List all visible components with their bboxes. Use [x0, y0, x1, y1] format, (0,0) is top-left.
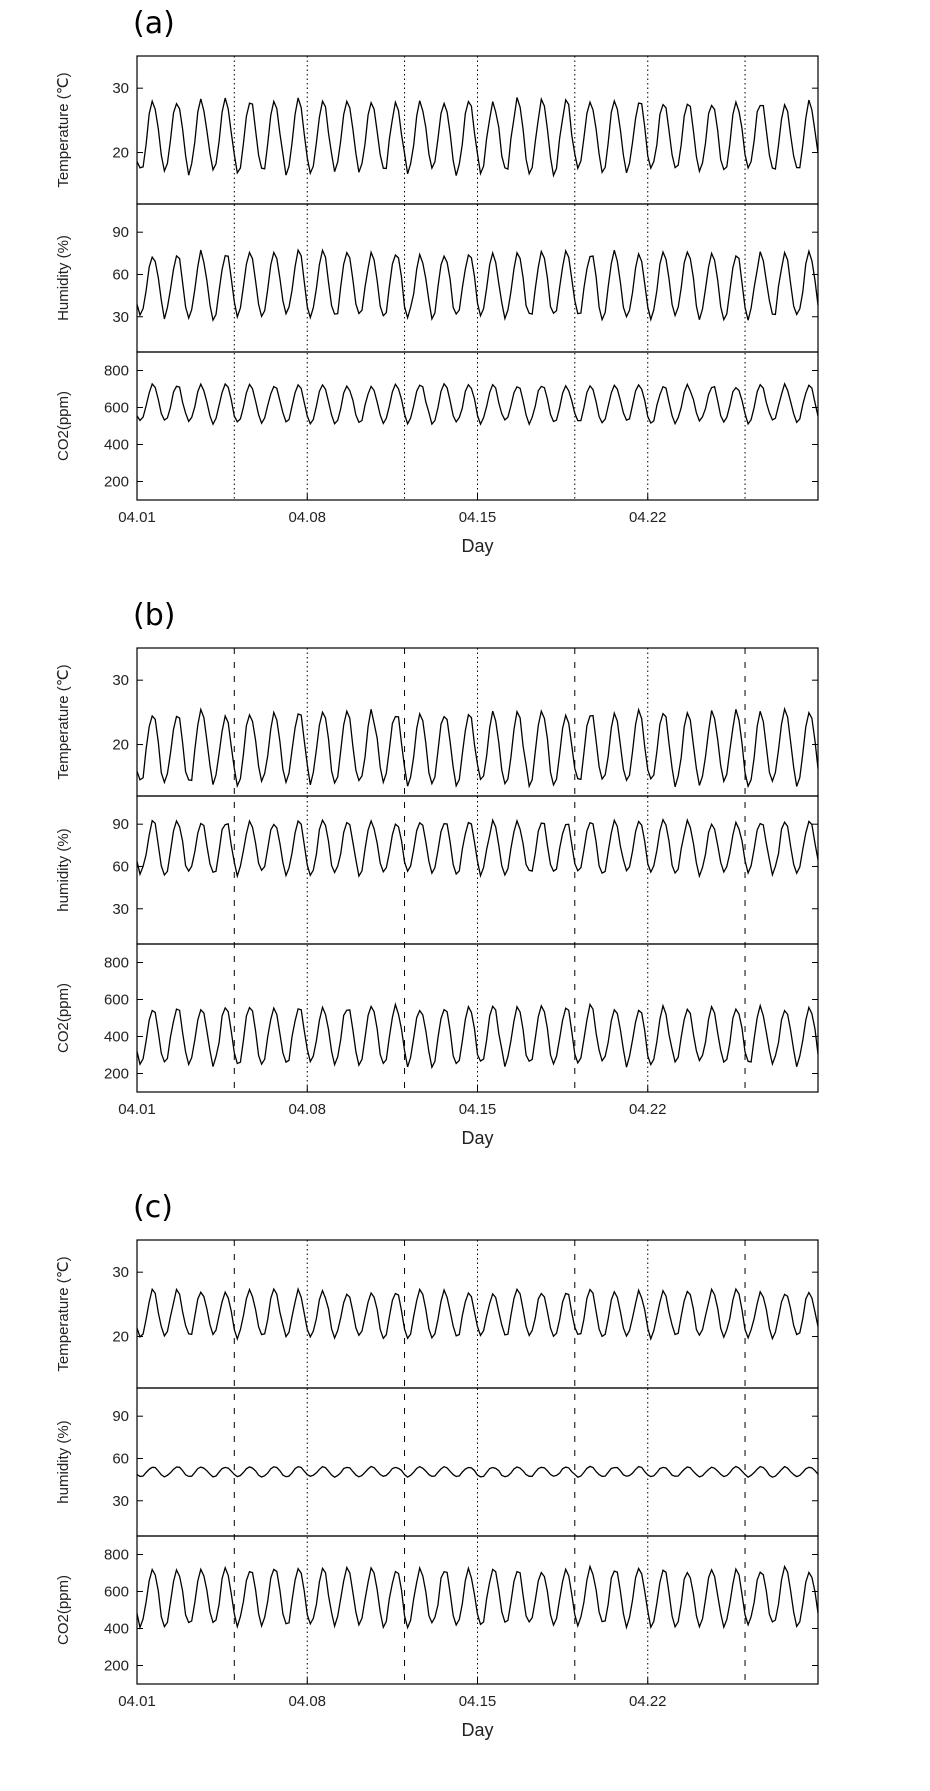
x-tick-label: 04.08: [288, 1693, 326, 1710]
y-tick-label: 400: [104, 1029, 129, 1046]
y-tick-label: 30: [112, 80, 129, 97]
panel-label-b: (b): [133, 598, 176, 633]
x-tick-label: 04.15: [459, 1693, 497, 1710]
y-axis-label: humidity (%): [55, 828, 72, 911]
series-line: [136, 818, 819, 879]
y-tick-label: 400: [104, 1621, 129, 1638]
y-tick-label: 200: [104, 1066, 129, 1083]
x-tick-label: 04.22: [629, 1693, 667, 1710]
x-axis-label: Day: [461, 536, 493, 556]
y-tick-label: 30: [112, 901, 129, 918]
y-tick-label: 30: [112, 309, 129, 326]
subplot-frame: [136, 1239, 819, 1389]
subplot-frame: [136, 55, 819, 205]
y-axis-label: Temperature (℃): [55, 72, 72, 187]
y-tick-label: 90: [112, 816, 129, 833]
x-tick-label: 04.22: [629, 509, 667, 526]
x-axis-label: Day: [461, 1720, 493, 1740]
y-tick-label: 20: [112, 145, 129, 162]
y-tick-label: 600: [104, 992, 129, 1009]
panel-label-a: (a): [133, 6, 175, 41]
y-tick-label: 90: [112, 1408, 129, 1425]
y-axis-label: CO2(ppm): [55, 983, 72, 1053]
y-tick-label: 600: [104, 1584, 129, 1601]
y-tick-label: 60: [112, 858, 129, 875]
x-axis-label: Day: [461, 1128, 493, 1148]
x-tick-label: 04.15: [459, 509, 497, 526]
series-line: [136, 1465, 819, 1479]
series-line: [136, 706, 819, 789]
panel-label-c: (c): [133, 1190, 173, 1225]
x-tick-label: 04.22: [629, 1101, 667, 1118]
y-tick-label: 200: [104, 1658, 129, 1675]
y-axis-label: humidity (%): [55, 1420, 72, 1503]
y-tick-label: 20: [112, 737, 129, 754]
x-tick-label: 04.01: [118, 1693, 156, 1710]
y-tick-label: 30: [112, 672, 129, 689]
y-axis-label: Humidity (%): [55, 235, 72, 321]
x-tick-label: 04.08: [288, 509, 326, 526]
series-line: [136, 381, 819, 427]
x-tick-label: 04.01: [118, 1101, 156, 1118]
x-tick-label: 04.15: [459, 1101, 497, 1118]
y-tick-label: 60: [112, 266, 129, 283]
y-axis-label: CO2(ppm): [55, 391, 72, 461]
y-tick-label: 90: [112, 224, 129, 241]
y-tick-label: 400: [104, 437, 129, 454]
y-tick-label: 20: [112, 1329, 129, 1346]
subplot-frame: [136, 647, 819, 797]
y-tick-label: 200: [104, 474, 129, 491]
y-tick-label: 30: [112, 1493, 129, 1510]
y-axis-label: CO2(ppm): [55, 1575, 72, 1645]
y-tick-label: 60: [112, 1450, 129, 1467]
series-line: [136, 1002, 819, 1070]
y-axis-label: Temperature (℃): [55, 664, 72, 779]
y-tick-label: 30: [112, 1264, 129, 1281]
series-line: [136, 248, 819, 323]
x-tick-label: 04.01: [118, 509, 156, 526]
x-tick-label: 04.08: [288, 1101, 326, 1118]
y-tick-label: 600: [104, 400, 129, 417]
y-tick-label: 800: [104, 955, 129, 972]
y-axis-label: Temperature (℃): [55, 1256, 72, 1371]
y-tick-label: 800: [104, 1547, 129, 1564]
y-tick-label: 800: [104, 363, 129, 380]
series-line: [136, 96, 819, 178]
